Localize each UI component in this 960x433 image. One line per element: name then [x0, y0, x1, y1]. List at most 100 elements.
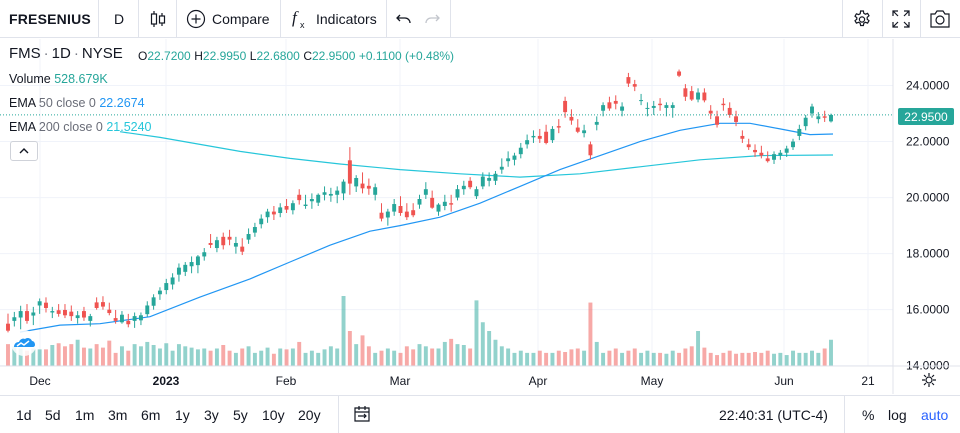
candle-body[interactable]	[556, 126, 561, 128]
candle-body[interactable]	[69, 311, 74, 317]
candle-body[interactable]	[537, 135, 542, 139]
candle-body[interactable]	[582, 130, 587, 134]
candle-body[interactable]	[632, 84, 637, 87]
undo-button[interactable]	[396, 0, 412, 38]
goto-date-button[interactable]	[352, 396, 372, 433]
candle-body[interactable]	[44, 302, 48, 308]
candle-body[interactable]	[240, 246, 245, 252]
candle-body[interactable]	[82, 311, 86, 318]
range-5d[interactable]: 5d	[45, 407, 61, 423]
range-1y[interactable]: 1y	[175, 407, 190, 423]
candle-body[interactable]	[208, 242, 213, 245]
candle-body[interactable]	[151, 297, 156, 306]
symbol-search[interactable]: FRESENIUS	[9, 11, 91, 27]
candle-body[interactable]	[360, 183, 365, 189]
candle-body[interactable]	[63, 309, 67, 316]
candle-body[interactable]	[455, 189, 460, 198]
candle-body[interactable]	[373, 187, 378, 195]
candle-body[interactable]	[588, 144, 593, 156]
candle-body[interactable]	[309, 198, 314, 202]
candle-body[interactable]	[620, 106, 625, 111]
candle-body[interactable]	[56, 310, 61, 314]
candle-body[interactable]	[544, 131, 549, 143]
candle-body[interactable]	[259, 218, 264, 225]
candle-body[interactable]	[246, 234, 251, 240]
redo-button[interactable]	[424, 0, 440, 38]
candle-body[interactable]	[88, 316, 93, 321]
candle-body[interactable]	[18, 311, 23, 318]
candle-body[interactable]	[759, 152, 764, 156]
candle-body[interactable]	[271, 211, 276, 215]
candle-body[interactable]	[411, 210, 416, 216]
candle-body[interactable]	[221, 236, 226, 246]
candle-body[interactable]	[449, 203, 454, 205]
candle-body[interactable]	[651, 105, 656, 108]
candle-body[interactable]	[341, 181, 346, 194]
candle-body[interactable]	[50, 311, 55, 313]
candle-body[interactable]	[347, 160, 352, 184]
candle-body[interactable]	[195, 256, 200, 266]
range-1m[interactable]: 1m	[75, 407, 95, 423]
candle-body[interactable]	[645, 107, 650, 109]
candle-body[interactable]	[531, 135, 536, 138]
candle-body[interactable]	[423, 189, 428, 195]
candle-body[interactable]	[626, 77, 631, 84]
candle-body[interactable]	[164, 283, 169, 291]
candle-body[interactable]	[607, 102, 612, 109]
candle-body[interactable]	[493, 173, 498, 181]
candle-body[interactable]	[778, 152, 783, 156]
chart-type-button[interactable]	[149, 0, 167, 38]
candle-body[interactable]	[278, 207, 283, 214]
legend-ema200[interactable]: EMA 200 close 0 21.5240	[9, 120, 152, 134]
candle-body[interactable]	[176, 267, 181, 275]
auto-toggle[interactable]: auto	[921, 407, 949, 423]
candle-body[interactable]	[791, 141, 795, 148]
candle-body[interactable]	[487, 177, 492, 181]
range-20y[interactable]: 20y	[298, 407, 321, 423]
interval-button[interactable]: D	[114, 11, 125, 27]
candle-body[interactable]	[696, 92, 701, 100]
candle-body[interactable]	[461, 185, 466, 190]
candle-body[interactable]	[12, 317, 17, 321]
range-1d[interactable]: 1d	[16, 407, 32, 423]
candle-body[interactable]	[202, 252, 207, 257]
candle-body[interactable]	[138, 315, 143, 321]
legend-collapse-button[interactable]	[10, 141, 38, 161]
settings-button[interactable]	[852, 0, 872, 38]
candle-body[interactable]	[297, 194, 302, 201]
price-chart[interactable]: 24.000022.000020.000018.000016.000014.00…	[0, 39, 960, 394]
candle-body[interactable]	[468, 180, 473, 188]
candle-body[interactable]	[366, 185, 371, 189]
log-toggle[interactable]: log	[888, 407, 907, 423]
candle-body[interactable]	[727, 107, 732, 115]
candle-body[interactable]	[765, 158, 770, 162]
legend-volume[interactable]: Volume 528.679K	[9, 72, 108, 86]
candle-body[interactable]	[316, 194, 321, 203]
range-5y[interactable]: 5y	[233, 407, 248, 423]
candle-body[interactable]	[284, 206, 289, 210]
candle-body[interactable]	[550, 128, 555, 141]
candle-body[interactable]	[689, 91, 694, 100]
candle-body[interactable]	[518, 147, 523, 155]
candle-body[interactable]	[290, 203, 295, 211]
gear-icon[interactable]	[922, 373, 936, 387]
legend-ema50[interactable]: EMA 50 close 0 22.2674	[9, 96, 145, 110]
candle-body[interactable]	[265, 211, 270, 218]
candle-body[interactable]	[430, 197, 435, 208]
candle-body[interactable]	[613, 100, 618, 104]
candle-body[interactable]	[594, 121, 599, 125]
candle-body[interactable]	[379, 212, 384, 219]
candle-body[interactable]	[772, 154, 776, 160]
candle-body[interactable]	[189, 262, 194, 267]
candle-body[interactable]	[6, 323, 10, 331]
candle-body[interactable]	[126, 320, 131, 325]
range-10y[interactable]: 10y	[262, 407, 285, 423]
candle-body[interactable]	[803, 117, 808, 127]
candle-body[interactable]	[94, 302, 99, 308]
candle-body[interactable]	[525, 140, 530, 145]
compare-button[interactable]: Compare	[186, 0, 270, 38]
candle-body[interactable]	[354, 177, 359, 187]
clock-time[interactable]: 22:40:31 (UTC-4)	[719, 407, 828, 423]
candle-body[interactable]	[417, 198, 422, 205]
